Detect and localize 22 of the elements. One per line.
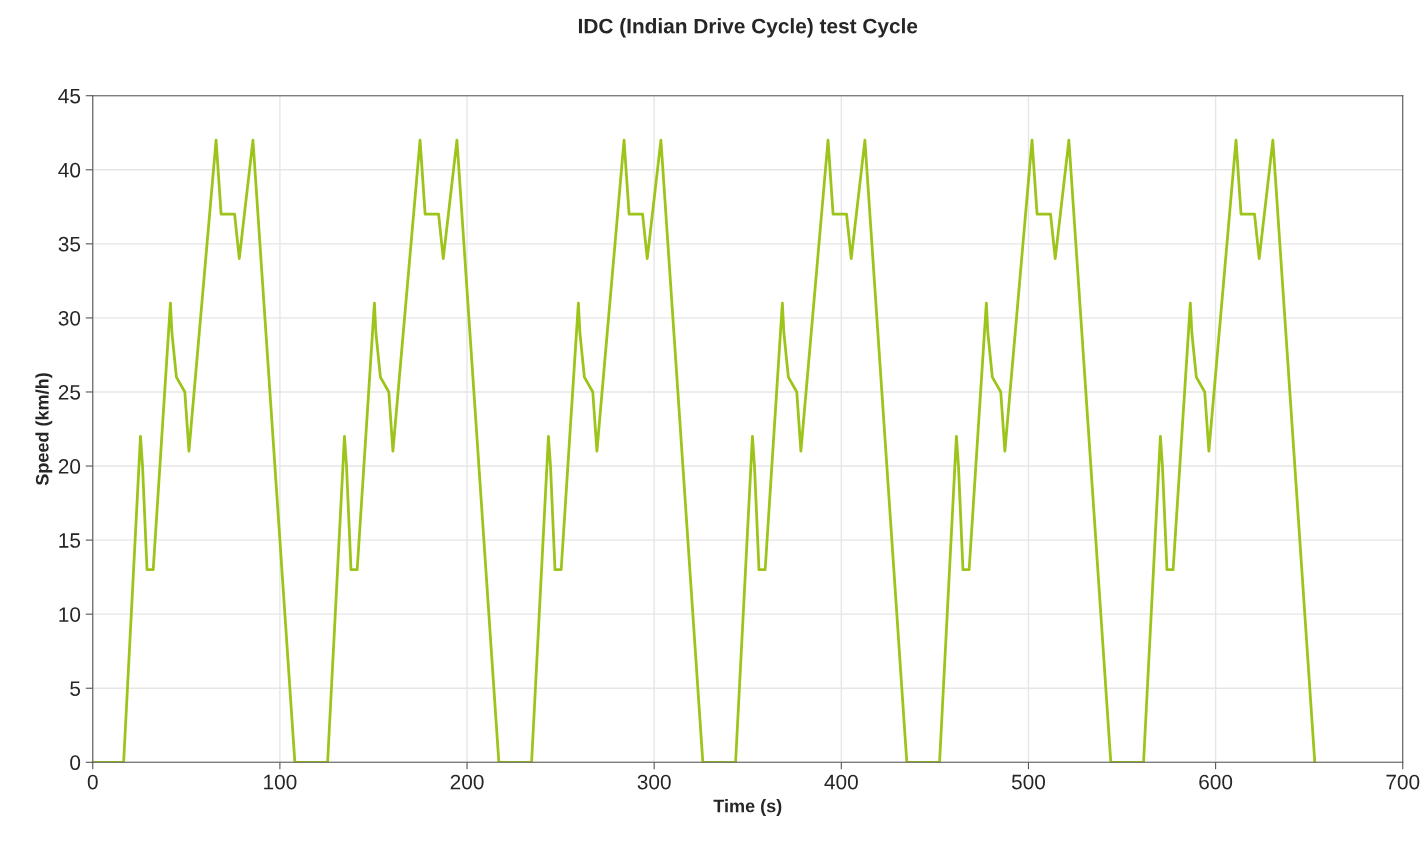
x-axis-title: Time (s) (713, 799, 782, 816)
y-tick-label: 25 (58, 384, 81, 400)
x-tick-label: 100 (264, 774, 297, 790)
y-tick-label: 15 (59, 533, 81, 548)
y-tick-label: 0 (70, 755, 81, 771)
y-tick-label: 45 (58, 88, 81, 104)
x-tick-label: 600 (1199, 774, 1233, 790)
y-axis-title: Speed (km/h) (35, 373, 53, 486)
y-tick-label: 40 (58, 162, 81, 178)
x-tick-label: 400 (824, 774, 858, 790)
y-tick-label: 20 (58, 459, 81, 474)
x-tick-label: 200 (450, 774, 484, 790)
y-tick-label: 30 (58, 310, 81, 326)
x-tick-label: 700 (1386, 774, 1420, 790)
chart-title: IDC (Indian Drive Cycle) test Cycle (578, 18, 918, 38)
y-tick-label: 35 (58, 236, 81, 252)
y-tick-label: 5 (70, 681, 81, 696)
line-series (92, 138, 1317, 763)
x-tick-label: 0 (87, 774, 98, 790)
x-tick-label: 300 (637, 774, 671, 790)
x-tick-label: 500 (1011, 774, 1046, 790)
y-tick-label: 10 (59, 607, 81, 622)
